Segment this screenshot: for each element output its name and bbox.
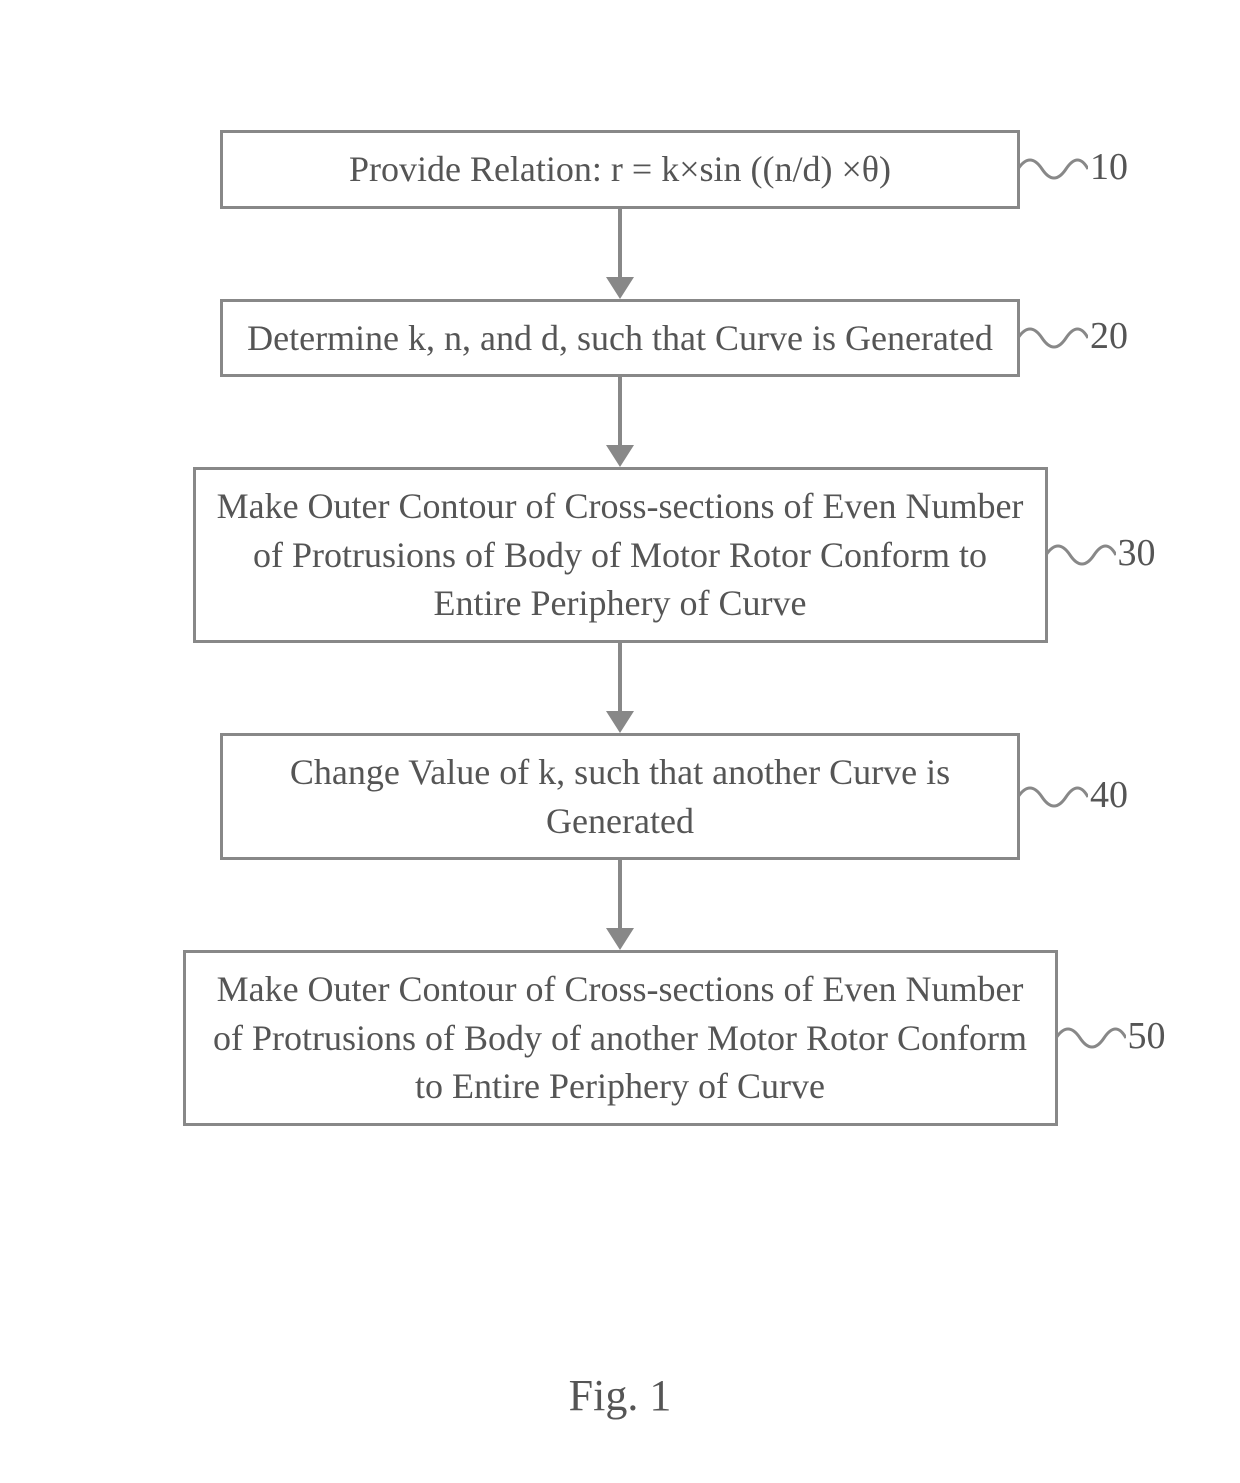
box-40-text: Change Value of k, such that another Cur… <box>290 752 950 841</box>
connector-50 <box>1056 1018 1126 1058</box>
connector-40 <box>1018 777 1088 817</box>
flowchart-box-40: Change Value of k, such that another Cur… <box>220 733 1020 860</box>
arrow-30-40 <box>125 643 1115 733</box>
label-20: 20 <box>1090 314 1128 358</box>
flowchart-box-20: Determine k, n, and d, such that Curve i… <box>220 299 1020 378</box>
flowchart-box-30: Make Outer Contour of Cross-sections of … <box>193 467 1048 643</box>
label-10: 10 <box>1090 145 1128 189</box>
label-30: 30 <box>1118 531 1156 575</box>
flowchart-container: Provide Relation: r = k×sin ((n/d) ×θ) D… <box>125 130 1115 1126</box>
arrow-40-50 <box>125 860 1115 950</box>
arrow-10-20 <box>125 209 1115 299</box>
connector-20 <box>1018 318 1088 358</box>
connector-30 <box>1046 535 1116 575</box>
label-50: 50 <box>1128 1014 1166 1058</box>
box-50-text: Make Outer Contour of Cross-sections of … <box>213 969 1027 1106</box>
label-40: 40 <box>1090 773 1128 817</box>
arrow-20-30 <box>125 377 1115 467</box>
flowchart-box-10: Provide Relation: r = k×sin ((n/d) ×θ) <box>220 130 1020 209</box>
box-20-text: Determine k, n, and d, such that Curve i… <box>247 318 993 358</box>
figure-caption: Fig. 1 <box>0 1370 1240 1421</box>
flowchart-box-50: Make Outer Contour of Cross-sections of … <box>183 950 1058 1126</box>
box-10-text: Provide Relation: r = k×sin ((n/d) ×θ) <box>349 149 891 189</box>
box-30-text: Make Outer Contour of Cross-sections of … <box>217 486 1024 623</box>
connector-10 <box>1018 149 1088 189</box>
